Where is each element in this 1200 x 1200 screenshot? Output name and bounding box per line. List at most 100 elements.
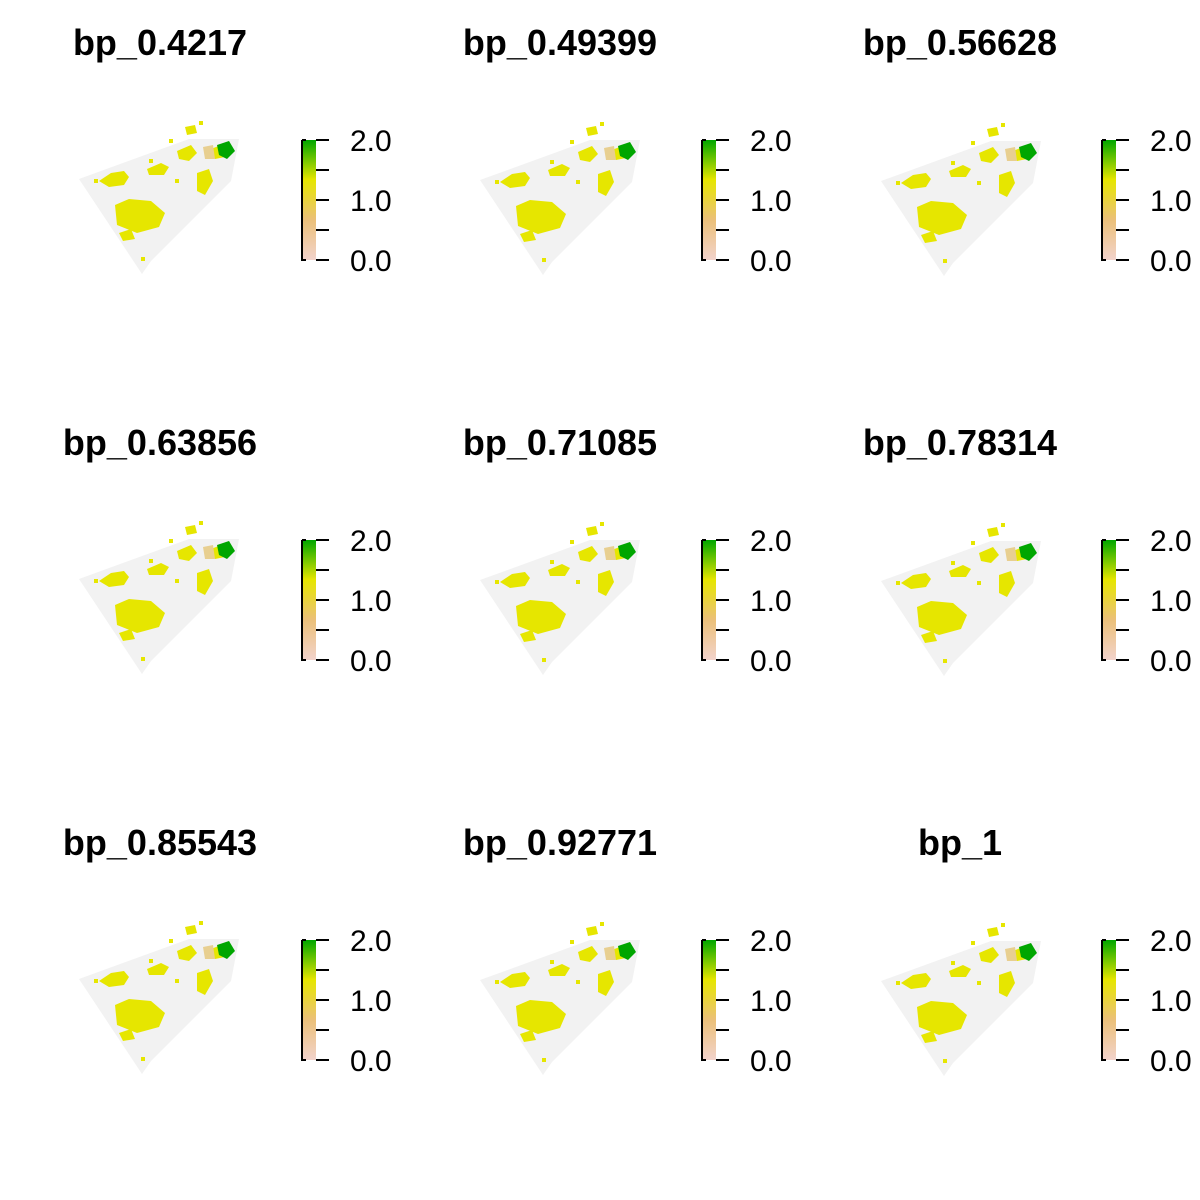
raster-map bbox=[480, 522, 640, 675]
map-cell-class-1 bbox=[185, 125, 197, 135]
legend-outline bbox=[701, 539, 706, 661]
map-cell-class-1 bbox=[598, 170, 614, 196]
map-cell-class-1 bbox=[197, 569, 213, 595]
legend-colorbar bbox=[1102, 540, 1116, 660]
panel-title: bp_0.56628 bbox=[862, 22, 1058, 63]
map-cell-class-1 bbox=[917, 601, 967, 635]
legend-tick-label: 0.0 bbox=[750, 645, 792, 678]
legend-colorbar bbox=[1102, 140, 1116, 260]
map-background-area bbox=[79, 939, 239, 1074]
map-cell-class-1 bbox=[141, 257, 145, 261]
map-cell-intermediate bbox=[604, 146, 616, 160]
raster-map bbox=[480, 922, 640, 1075]
panel-title: bp_0.4217 bbox=[72, 22, 248, 63]
map-cell-class-1 bbox=[199, 921, 203, 925]
legend-colorbar bbox=[702, 940, 716, 1060]
map-cell-class-1 bbox=[141, 1057, 145, 1061]
map-cell-class-1 bbox=[495, 180, 499, 184]
map-cell-class-1 bbox=[149, 959, 153, 963]
legend-tick-label: 0.0 bbox=[350, 645, 392, 678]
map-cell-class-1 bbox=[600, 922, 604, 926]
raster-map bbox=[881, 923, 1041, 1076]
map-cell-class-1 bbox=[1001, 923, 1005, 927]
map-cell-class-1 bbox=[550, 560, 554, 564]
legend-tick-label: 0.0 bbox=[350, 245, 392, 278]
map-cell-class-1 bbox=[921, 231, 937, 243]
map-cell-class-1 bbox=[147, 963, 169, 975]
map-cell-class-2 bbox=[1019, 943, 1037, 961]
map-cell-class-1 bbox=[943, 259, 947, 263]
map-plot: 2.0 1.0 0.0 bbox=[480, 922, 792, 1078]
map-cell-class-1 bbox=[901, 573, 931, 589]
map-cell-class-1 bbox=[197, 169, 213, 195]
map-panel: 2.0 1.0 0.0 bp_0.4217 bbox=[0, 0, 400, 400]
map-cell-class-1 bbox=[598, 970, 614, 996]
raster-map bbox=[480, 122, 640, 275]
map-cell-class-1 bbox=[576, 180, 580, 184]
legend-outline bbox=[701, 139, 706, 261]
map-cell-class-1 bbox=[185, 925, 197, 935]
map-panel: 2.0 1.0 0.0 bp_1 bbox=[800, 800, 1200, 1200]
map-cell-class-1 bbox=[949, 165, 971, 177]
map-cell-class-1 bbox=[987, 927, 999, 937]
map-cell-class-1 bbox=[987, 527, 999, 537]
map-cell-intermediate bbox=[1005, 947, 1017, 961]
map-cell-class-1 bbox=[115, 999, 165, 1033]
map-panel: 2.0 1.0 0.0 bp_0.78314 bbox=[800, 400, 1200, 800]
map-plot: 2.0 1.0 0.0 bbox=[79, 521, 392, 678]
map-cell-class-1 bbox=[600, 522, 604, 526]
map-cell-intermediate bbox=[1005, 147, 1017, 161]
map-cell-class-1 bbox=[94, 179, 98, 183]
legend-outline bbox=[1101, 939, 1106, 1061]
map-cell-class-1 bbox=[500, 572, 530, 588]
map-cell-class-1 bbox=[169, 939, 173, 943]
map-cell-class-2 bbox=[1019, 143, 1037, 161]
map-cell-class-1 bbox=[901, 973, 931, 989]
map-cell-class-1 bbox=[175, 979, 179, 983]
map-cell-class-1 bbox=[516, 1000, 566, 1034]
legend-colorbar bbox=[302, 140, 316, 260]
map-cell-class-1 bbox=[495, 980, 499, 984]
map-panel: 2.0 1.0 0.0 bp_0.85543 bbox=[0, 800, 400, 1200]
raster-map bbox=[881, 523, 1041, 676]
map-cell-class-1 bbox=[921, 1031, 937, 1043]
legend-tick-label: 2.0 bbox=[750, 925, 792, 958]
legend-outline bbox=[301, 939, 306, 1061]
legend-tick-label: 1.0 bbox=[1150, 585, 1192, 618]
map-cell-class-1 bbox=[987, 127, 999, 137]
map-cell-class-1 bbox=[977, 181, 981, 185]
map-cell-class-1 bbox=[520, 230, 536, 242]
legend-tick-label: 1.0 bbox=[750, 585, 792, 618]
map-cell-intermediate bbox=[604, 946, 616, 960]
map-panel: 2.0 1.0 0.0 bp_0.92771 bbox=[400, 800, 800, 1200]
map-cell-class-1 bbox=[99, 571, 129, 587]
map-cell-class-1 bbox=[500, 172, 530, 188]
map-cell-intermediate bbox=[203, 945, 215, 959]
map-cell-intermediate bbox=[203, 145, 215, 159]
legend-tick-label: 2.0 bbox=[350, 125, 392, 158]
map-cell-intermediate bbox=[1005, 547, 1017, 561]
map-plot: 2.0 1.0 0.0 bbox=[79, 921, 392, 1078]
map-cell-class-1 bbox=[979, 947, 999, 963]
legend-tick-label: 2.0 bbox=[350, 525, 392, 558]
map-cell-class-1 bbox=[495, 580, 499, 584]
map-cell-class-1 bbox=[977, 981, 981, 985]
map-cell-class-2 bbox=[217, 541, 235, 559]
map-cell-class-1 bbox=[147, 163, 169, 175]
map-cell-class-1 bbox=[578, 146, 598, 162]
map-cell-class-1 bbox=[197, 969, 213, 995]
legend-colorbar bbox=[702, 540, 716, 660]
legend-colorbar bbox=[702, 140, 716, 260]
map-cell-class-1 bbox=[578, 546, 598, 562]
map-cell-class-1 bbox=[169, 139, 173, 143]
map-cell-class-1 bbox=[999, 971, 1015, 997]
map-cell-class-1 bbox=[542, 1058, 546, 1062]
map-cell-class-1 bbox=[520, 1030, 536, 1042]
map-cell-class-1 bbox=[586, 526, 598, 536]
map-cell-class-1 bbox=[971, 141, 975, 145]
map-cell-class-1 bbox=[548, 564, 570, 576]
map-cell-class-2 bbox=[618, 142, 636, 160]
legend-tick-label: 1.0 bbox=[350, 985, 392, 1018]
map-cell-class-1 bbox=[949, 565, 971, 577]
legend-tick-label: 0.0 bbox=[350, 1045, 392, 1078]
